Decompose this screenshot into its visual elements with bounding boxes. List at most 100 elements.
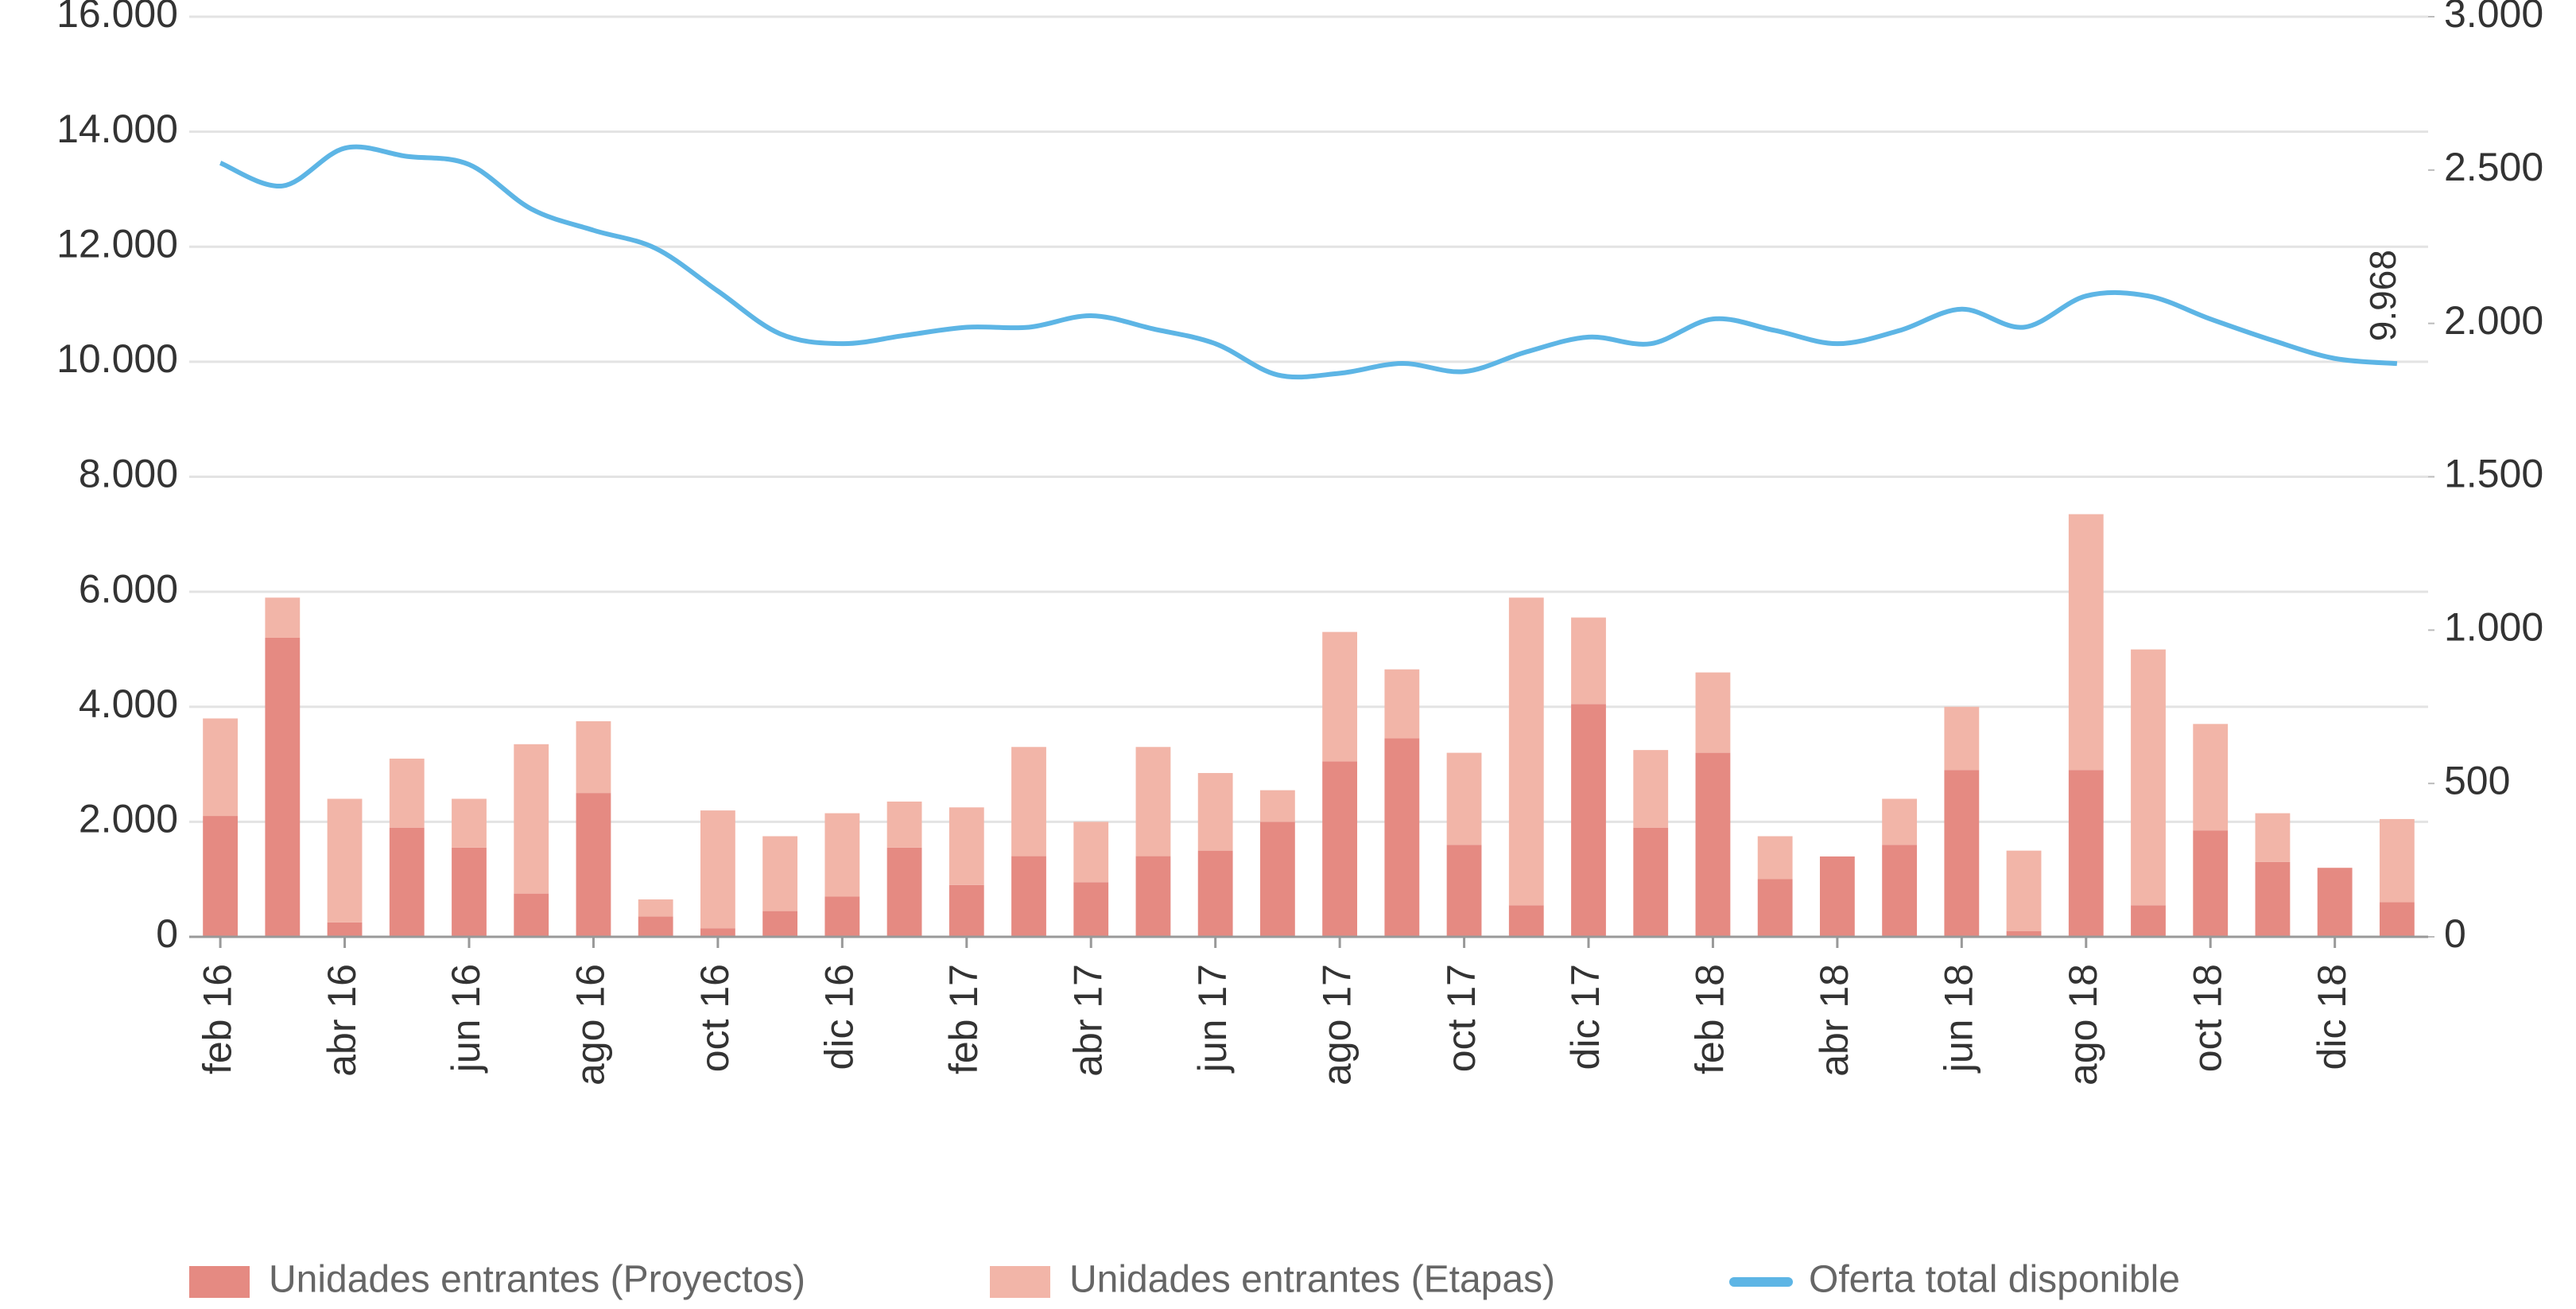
bar	[1633, 827, 1669, 937]
bar	[576, 721, 611, 794]
x-tick-label: dic 16	[817, 964, 862, 1070]
bar	[2068, 770, 2104, 937]
bar	[1508, 597, 1544, 906]
bar	[1944, 770, 1980, 937]
bar	[1259, 790, 1295, 822]
bar	[1322, 631, 1358, 762]
bar	[1508, 905, 1544, 937]
y-tick-label: 0	[156, 911, 178, 956]
bar	[1757, 836, 1793, 880]
bar	[1135, 856, 1171, 937]
bar	[1819, 856, 1855, 937]
legend-swatch	[990, 1266, 1050, 1298]
y-tick-label: 2.000	[79, 797, 178, 841]
x-tick-label: ago 17	[1314, 964, 1359, 1086]
bar	[2255, 813, 2291, 862]
x-tick-label: jun 17	[1190, 964, 1235, 1074]
x-tick-label: abr 16	[320, 964, 364, 1077]
x-tick-label: feb 17	[941, 964, 986, 1074]
y-tick-label: 6.000	[79, 566, 178, 611]
bar	[452, 798, 487, 848]
x-tick-label: dic 18	[2310, 964, 2354, 1070]
bar	[1882, 798, 1918, 845]
bar	[2379, 818, 2415, 903]
bar	[886, 801, 922, 848]
bar	[1633, 750, 1669, 828]
bar	[576, 793, 611, 937]
bar	[2131, 905, 2166, 937]
bar	[762, 836, 798, 911]
bar	[265, 597, 301, 638]
legend-swatch	[189, 1266, 250, 1298]
bar	[1571, 704, 1606, 937]
bar	[762, 911, 798, 937]
bar	[265, 637, 301, 937]
bar	[2006, 850, 2042, 931]
bar	[1384, 738, 1420, 937]
bar	[2317, 868, 2353, 937]
bar	[1446, 845, 1482, 937]
value-label: 9.968	[2362, 250, 2403, 341]
bar	[949, 807, 984, 885]
bar	[1882, 845, 1918, 937]
bar	[203, 816, 239, 937]
bar	[1571, 617, 1606, 705]
x-tick-label: jun 16	[444, 964, 488, 1074]
x-tick-label: ago 18	[2061, 964, 2105, 1086]
bar	[2255, 861, 2291, 937]
bar	[1259, 822, 1295, 937]
bar	[203, 718, 239, 817]
bar	[1944, 706, 1980, 771]
bar	[1011, 747, 1046, 856]
bar	[1135, 747, 1171, 856]
legend-label: Unidades entrantes (Proyectos)	[269, 1259, 805, 1301]
y-tick-label: 8.000	[79, 452, 178, 496]
legend-label: Unidades entrantes (Etapas)	[1069, 1259, 1555, 1301]
y-tick-label: 16.000	[56, 0, 178, 36]
bar	[514, 893, 549, 937]
bar	[514, 744, 549, 894]
x-tick-label: abr 18	[1812, 964, 1856, 1077]
bar	[389, 827, 425, 937]
bar	[638, 899, 673, 917]
y-tick-label: 4.000	[79, 682, 178, 726]
x-tick-label: feb 18	[1688, 964, 1732, 1074]
bar	[949, 884, 984, 937]
y2-tick-label: 1.000	[2444, 605, 2543, 650]
bar	[452, 847, 487, 937]
x-tick-label: dic 17	[1563, 964, 1608, 1070]
bar	[1073, 822, 1109, 883]
x-tick-label: oct 16	[692, 964, 737, 1072]
bar	[824, 896, 860, 937]
bar	[1322, 761, 1358, 937]
x-tick-label: jun 18	[1937, 964, 1981, 1074]
legend-label: Oferta total disponible	[1809, 1259, 2180, 1301]
y2-tick-label: 1.500	[2444, 452, 2543, 496]
y2-tick-label: 2.000	[2444, 298, 2543, 343]
bar	[2193, 830, 2229, 937]
bar	[1695, 752, 1731, 937]
bar	[1695, 672, 1731, 753]
bar	[1073, 882, 1109, 937]
bar	[1757, 879, 1793, 937]
x-tick-label: oct 17	[1439, 964, 1484, 1072]
bar	[1446, 752, 1482, 845]
bar	[1197, 773, 1233, 851]
y2-tick-label: 3.000	[2444, 0, 2543, 36]
y-tick-label: 12.000	[56, 221, 178, 266]
bar	[1384, 669, 1420, 739]
y2-tick-label: 0	[2444, 911, 2466, 956]
bar	[2131, 649, 2166, 906]
x-tick-label: oct 18	[2185, 964, 2229, 1072]
legend: Unidades entrantes (Proyectos) Unidades e…	[189, 1259, 2180, 1301]
bar	[1011, 856, 1046, 937]
bar	[638, 916, 673, 937]
bar	[2193, 724, 2229, 831]
bar	[824, 813, 860, 897]
y2-tick-label: 500	[2444, 758, 2510, 802]
line	[219, 144, 2398, 380]
bar	[886, 847, 922, 937]
y-tick-label: 10.000	[56, 336, 178, 381]
y-tick-label: 14.000	[56, 107, 178, 151]
